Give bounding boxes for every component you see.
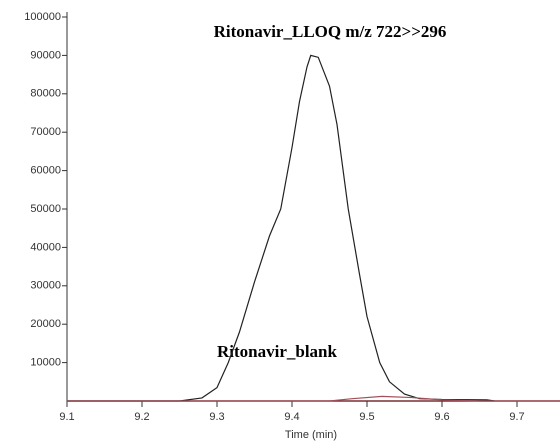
x-axis-label: Time (min) <box>285 429 337 441</box>
x-tick-label: 9.5 <box>359 411 374 423</box>
y-tick-label: 10000 <box>30 357 61 369</box>
y-tick-label: 60000 <box>30 165 61 177</box>
series-label: Ritonavir_LLOQ m/z 722>>296 <box>214 22 447 41</box>
y-tick-label: 50000 <box>30 203 61 215</box>
x-tick-label: 9.1 <box>59 411 74 423</box>
x-tick-label: 9.6 <box>434 411 449 423</box>
y-tick-label: 100000 <box>24 11 61 23</box>
y-tick-label: 40000 <box>30 241 61 253</box>
y-tick-label: 70000 <box>30 126 61 138</box>
y-tick-label: 30000 <box>30 280 61 292</box>
x-tick-label: 9.4 <box>284 411 299 423</box>
series-line <box>67 54 495 402</box>
series-line <box>67 395 560 402</box>
y-tick-label: 80000 <box>30 88 61 100</box>
y-tick-label: 20000 <box>30 318 61 330</box>
x-tick-label: 9.3 <box>209 411 224 423</box>
y-tick-label: 90000 <box>30 49 61 61</box>
series-label: Ritonavir_blank <box>217 342 338 361</box>
x-tick-label: 9.2 <box>134 411 149 423</box>
x-tick-label: 9.7 <box>509 411 524 423</box>
